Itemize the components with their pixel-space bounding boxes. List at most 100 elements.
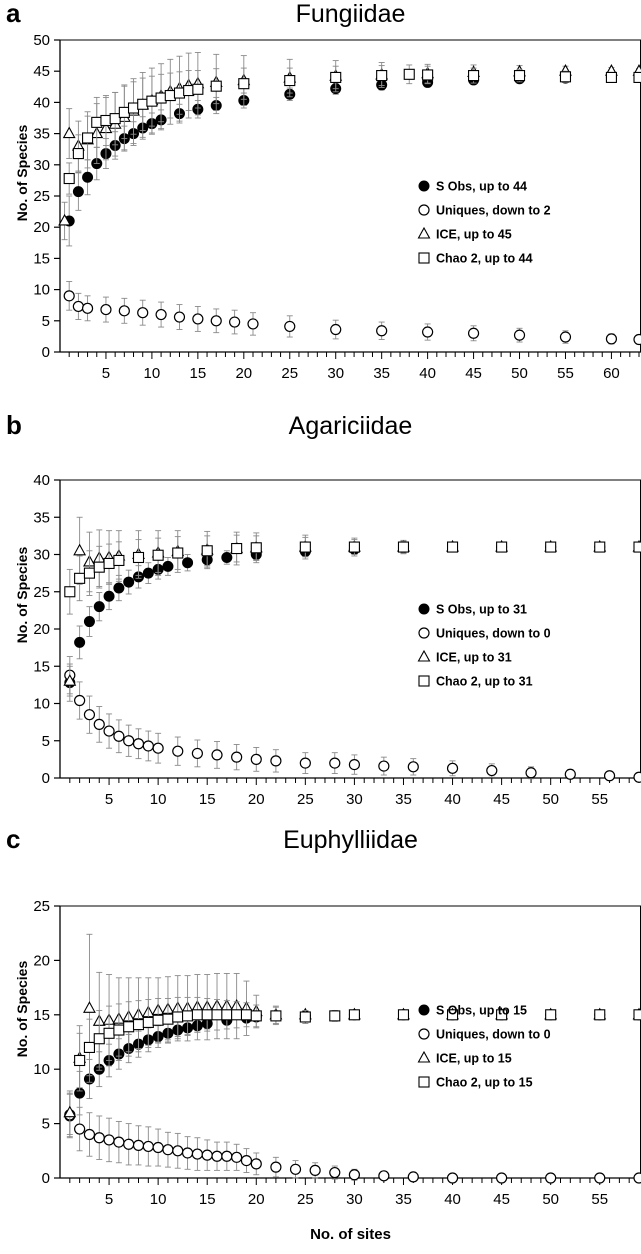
chart-title-c: Euphylliidae (283, 826, 418, 854)
data-point (211, 749, 223, 761)
data-point (155, 308, 167, 321)
data-point (162, 560, 174, 572)
data-point (74, 694, 86, 707)
data-point (270, 1010, 282, 1022)
legend-marker-0 (418, 1004, 430, 1016)
data-point (164, 89, 176, 102)
data-point (348, 541, 360, 553)
x-tick-label-c: 50 (542, 1191, 559, 1208)
data-point (247, 318, 259, 330)
panel-letter-b: b (6, 410, 22, 440)
x-tick-label-a: 35 (373, 365, 390, 382)
data-point (155, 92, 167, 104)
data-point (231, 751, 243, 763)
legend-marker-1 (418, 204, 430, 216)
y-tick-label-a: 40 (33, 94, 50, 111)
legend-label-2: ICE, up to 31 (436, 651, 512, 665)
data-point (132, 738, 145, 750)
data-point (545, 1172, 557, 1184)
data-point (201, 545, 213, 557)
legend-label-3: Chao 2, up to 31 (436, 675, 533, 689)
legend-marker-1 (418, 627, 430, 639)
chart-title-b: Agariciidae (288, 412, 413, 440)
x-tick-label-b: 45 (493, 791, 510, 808)
x-tick-label-b: 25 (297, 791, 314, 808)
x-tick-label-a: 20 (235, 365, 252, 382)
y-tick-label-b: 10 (33, 696, 50, 713)
data-point (93, 561, 105, 573)
data-point (192, 313, 204, 325)
legend-label-3: Chao 2, up to 44 (436, 252, 533, 266)
data-point (162, 1144, 174, 1156)
data-point (91, 116, 103, 128)
data-point (93, 1033, 105, 1045)
data-point (81, 302, 94, 314)
data-point (63, 172, 75, 185)
legend-a: S Obs, up to 44 Uniques, down to 2 ICE, up… (417, 180, 551, 266)
x-tick-label-a: 45 (465, 365, 482, 382)
data-point (422, 326, 434, 338)
data-point (83, 567, 95, 579)
y-tick-label-c: 0 (42, 1170, 50, 1187)
data-point (103, 725, 115, 737)
data-point (137, 98, 149, 110)
data-point (181, 1147, 194, 1159)
data-point (299, 541, 311, 553)
data-point (103, 1027, 115, 1039)
y-tick-label-b: 5 (42, 733, 50, 750)
data-point (82, 171, 94, 183)
legend-label-0: S Obs, up to 15 (436, 1004, 527, 1018)
data-point (73, 543, 87, 556)
data-point (146, 95, 158, 107)
y-tick-label-a: 45 (33, 63, 50, 80)
x-tick-label-b: 50 (542, 791, 559, 808)
data-point (211, 1009, 223, 1021)
y-tick-label-a: 15 (33, 250, 50, 267)
y-tick-label-a: 25 (33, 188, 50, 205)
data-point (72, 300, 84, 313)
data-point (183, 84, 195, 97)
x-tick-label-c: 30 (346, 1191, 363, 1208)
data-point (633, 541, 641, 553)
data-point (63, 290, 75, 302)
data-point (172, 1011, 184, 1023)
data-point (132, 1019, 145, 1031)
data-point (329, 1010, 341, 1022)
data-point (238, 78, 250, 90)
data-point (201, 1009, 213, 1021)
data-point (83, 1001, 96, 1013)
data-point (113, 582, 125, 594)
data-point (525, 767, 537, 779)
data-point (221, 1150, 233, 1162)
data-point (486, 764, 498, 777)
data-point (559, 71, 572, 83)
data-point (633, 71, 641, 83)
data-point (191, 1009, 203, 1021)
data-point (330, 71, 342, 83)
x-tick-label-a: 10 (144, 365, 161, 382)
series-a-3 (63, 64, 641, 195)
y-tick-label-c: 20 (33, 952, 50, 969)
data-point (191, 747, 203, 760)
data-point (633, 333, 641, 346)
y-axis-label-a: No. of Species (14, 124, 30, 222)
data-point (376, 70, 388, 82)
x-tick-label-c: 10 (150, 1191, 167, 1208)
panel-letter-c: c (6, 824, 21, 854)
y-tick-label-b: 35 (33, 509, 50, 526)
x-tick-label-c: 55 (591, 1191, 608, 1208)
data-point (594, 541, 606, 553)
data-point (559, 331, 572, 343)
y-tick-label-b: 0 (42, 770, 50, 787)
panel-letter-a: a (6, 0, 21, 28)
x-tick-label-b: 10 (150, 791, 167, 808)
data-point (376, 325, 388, 337)
data-point (329, 757, 341, 769)
y-tick-label-c: 25 (33, 898, 50, 915)
data-point (240, 1009, 253, 1021)
data-point (182, 557, 194, 569)
data-point (142, 1016, 154, 1028)
data-point (142, 1140, 154, 1153)
chart-title-a: Fungiidae (295, 0, 406, 28)
